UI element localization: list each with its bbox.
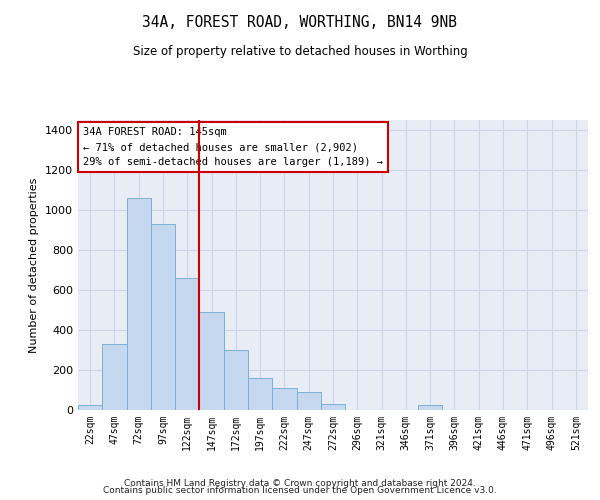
Bar (102, 344, 127, 410)
Bar (224, 350, 248, 410)
Text: Contains public sector information licensed under the Open Government Licence v3: Contains public sector information licen… (103, 486, 497, 495)
Text: 34A, FOREST ROAD, WORTHING, BN14 9NB: 34A, FOREST ROAD, WORTHING, BN14 9NB (143, 15, 458, 30)
Bar (127, 198, 151, 410)
Bar (151, 224, 175, 410)
Bar (418, 405, 442, 410)
Bar (248, 378, 272, 410)
Bar (78, 405, 102, 410)
Text: 34A FOREST ROAD: 145sqm
← 71% of detached houses are smaller (2,902)
29% of semi: 34A FOREST ROAD: 145sqm ← 71% of detache… (83, 127, 383, 167)
Bar (296, 392, 321, 410)
Bar (199, 312, 224, 410)
Bar (321, 404, 345, 410)
Y-axis label: Number of detached properties: Number of detached properties (29, 178, 40, 352)
Text: Size of property relative to detached houses in Worthing: Size of property relative to detached ho… (133, 45, 467, 58)
Text: Contains HM Land Registry data © Crown copyright and database right 2024.: Contains HM Land Registry data © Crown c… (124, 478, 476, 488)
Bar (175, 278, 199, 410)
Bar (272, 388, 296, 410)
